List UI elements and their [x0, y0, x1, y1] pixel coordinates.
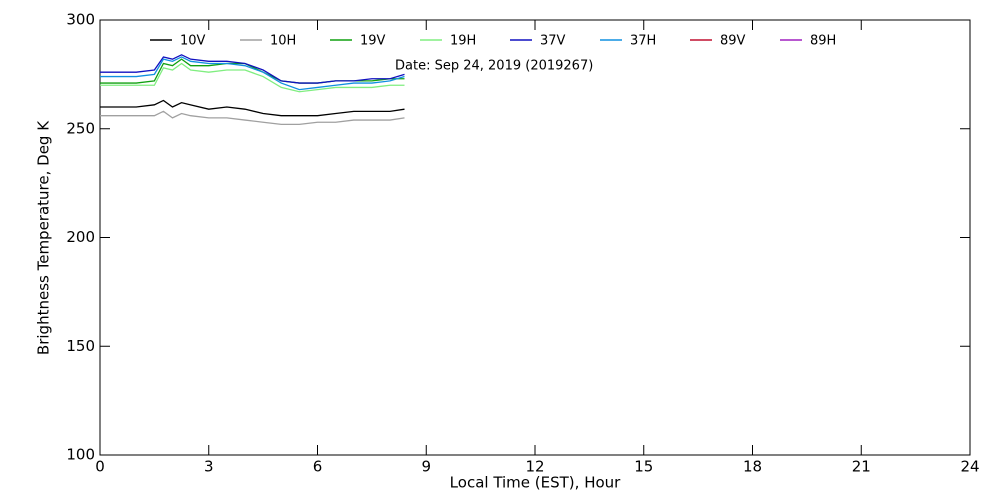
y-tick-label: 250: [66, 119, 95, 137]
series-line: [100, 110, 405, 126]
x-tick-label: 18: [743, 458, 762, 476]
x-tick-label: 15: [634, 458, 653, 476]
x-tick-label: 12: [525, 458, 544, 476]
legend-label: 10H: [270, 34, 296, 49]
legend-label: 37V: [540, 34, 566, 49]
legend-label: 19H: [450, 34, 476, 49]
y-tick-label: 300: [66, 11, 95, 29]
x-tick-label: 9: [421, 458, 431, 476]
legend-label: 89H: [810, 34, 836, 49]
plot-frame: [99, 19, 971, 456]
legend-label: 89V: [720, 34, 746, 49]
x-tick-label: 3: [204, 458, 214, 476]
x-tick-label: 24: [960, 458, 979, 476]
y-axis-label: Brightness Temperature, Deg K: [35, 120, 53, 355]
annotation: Date: Sep 24, 2019 (2019267): [395, 59, 593, 74]
series-line: [100, 62, 405, 93]
x-tick-label: 21: [852, 458, 871, 476]
series-line: [100, 56, 405, 91]
y-tick-label: 200: [66, 228, 95, 246]
series-line: [100, 54, 405, 84]
x-tick-label: 0: [95, 458, 105, 476]
x-axis-label: Local Time (EST), Hour: [450, 474, 621, 492]
legend-label: 10V: [180, 34, 206, 49]
legend-label: 19V: [360, 34, 386, 49]
y-tick-label: 150: [66, 337, 95, 355]
legend-label: 37H: [630, 34, 656, 49]
x-tick-label: 6: [313, 458, 323, 476]
series-line: [100, 99, 405, 117]
y-tick-label: 100: [66, 446, 95, 464]
